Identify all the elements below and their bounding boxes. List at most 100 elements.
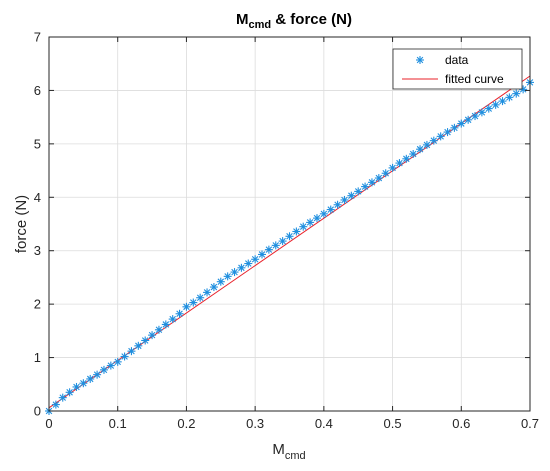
fitted-curve-layer	[48, 75, 531, 409]
x-tick-label: 0.6	[452, 416, 470, 431]
data-point	[72, 382, 81, 391]
data-point	[189, 298, 198, 307]
data-point	[148, 331, 157, 340]
x-tick-label: 0.4	[315, 416, 333, 431]
data-point	[216, 277, 225, 286]
data-point	[209, 283, 218, 292]
data-point	[258, 250, 267, 259]
data-point	[79, 379, 88, 388]
x-tick-label: 0.1	[109, 416, 127, 431]
plot-area	[49, 37, 530, 411]
y-tick-label: 7	[34, 30, 41, 45]
data-point	[127, 347, 136, 356]
data-point	[498, 97, 507, 106]
data-point	[65, 388, 74, 397]
y-tick-label: 3	[34, 243, 41, 258]
y-tick-label: 4	[34, 190, 41, 205]
y-axis-title: force (N)	[13, 195, 30, 253]
x-axis-title: Mcmd	[272, 441, 305, 462]
data-point	[512, 89, 521, 98]
data-point	[244, 259, 253, 268]
data-point	[113, 357, 122, 366]
data-point	[134, 341, 143, 350]
data-point	[333, 200, 342, 209]
data-point	[450, 123, 459, 132]
y-tick-label: 6	[34, 83, 41, 98]
data-point	[319, 209, 328, 218]
legend-asterisk-icon	[416, 56, 424, 64]
x-tick-label: 0.2	[177, 416, 195, 431]
data-point	[312, 214, 321, 223]
data-point	[292, 227, 301, 236]
data-point	[93, 370, 102, 379]
data-point	[464, 115, 473, 124]
fitted-curve-line	[48, 75, 531, 409]
data-point	[161, 320, 170, 329]
data-point	[182, 302, 191, 311]
data-point	[106, 361, 115, 370]
data-point	[175, 309, 184, 318]
data-point	[402, 154, 411, 163]
legend-label-fitted-curve: fitted curve	[445, 72, 504, 86]
data-point	[443, 128, 452, 137]
data-point	[340, 195, 349, 204]
data-point	[306, 218, 315, 227]
data-point	[477, 108, 486, 117]
data-point	[51, 400, 60, 409]
data-point	[374, 174, 383, 183]
data-point	[429, 136, 438, 145]
data-point	[278, 237, 287, 246]
data-point	[120, 352, 129, 361]
legend-box	[392, 48, 523, 90]
data-point	[141, 336, 150, 345]
data-point	[416, 145, 425, 154]
data-point	[367, 178, 376, 187]
legend: data fitted curve	[392, 48, 523, 90]
data-point	[388, 163, 397, 172]
x-axis-ticks: 0 0.1 0.2 0.3 0.4 0.5 0.6 0.7	[45, 37, 539, 431]
data-point	[326, 205, 335, 214]
y-tick-label: 0	[34, 404, 41, 419]
data-point	[381, 169, 390, 178]
data-point	[354, 187, 363, 196]
data-point	[484, 104, 493, 113]
data-point	[285, 232, 294, 241]
data-point	[299, 222, 308, 231]
y-tick-label: 2	[34, 297, 41, 312]
data-point	[395, 159, 404, 168]
x-tick-label: 0.3	[246, 416, 264, 431]
data-point	[86, 374, 95, 383]
data-point	[168, 315, 177, 324]
data-point	[361, 182, 370, 191]
data-point	[409, 150, 418, 159]
chart-title: Mcmd & force (N)	[236, 11, 352, 31]
data-point	[203, 288, 212, 297]
axes-box	[48, 36, 531, 412]
data-point	[223, 272, 232, 281]
data-point	[271, 241, 280, 250]
data-point	[237, 263, 246, 272]
data-point	[505, 93, 514, 102]
data-point	[230, 268, 239, 277]
x-tick-label: 0.7	[521, 416, 539, 431]
y-axis-ticks: 0 1 2 3 4 5 6 7	[34, 30, 530, 419]
data-point	[154, 325, 163, 334]
data-point	[457, 119, 466, 128]
legend-label-data: data	[445, 53, 469, 67]
y-tick-label: 5	[34, 136, 41, 151]
data-point	[347, 191, 356, 200]
y-tick-label: 1	[34, 350, 41, 365]
data-point	[99, 365, 108, 374]
data-point	[251, 255, 260, 264]
x-tick-label: 0.5	[384, 416, 402, 431]
x-tick-label: 0	[45, 416, 52, 431]
data-point	[436, 132, 445, 141]
data-point	[471, 112, 480, 121]
data-point	[422, 140, 431, 149]
data-point	[58, 393, 67, 402]
legend-data-marker	[416, 56, 424, 64]
data-points-layer	[45, 78, 534, 415]
data-point	[264, 245, 273, 254]
data-point	[196, 293, 205, 302]
